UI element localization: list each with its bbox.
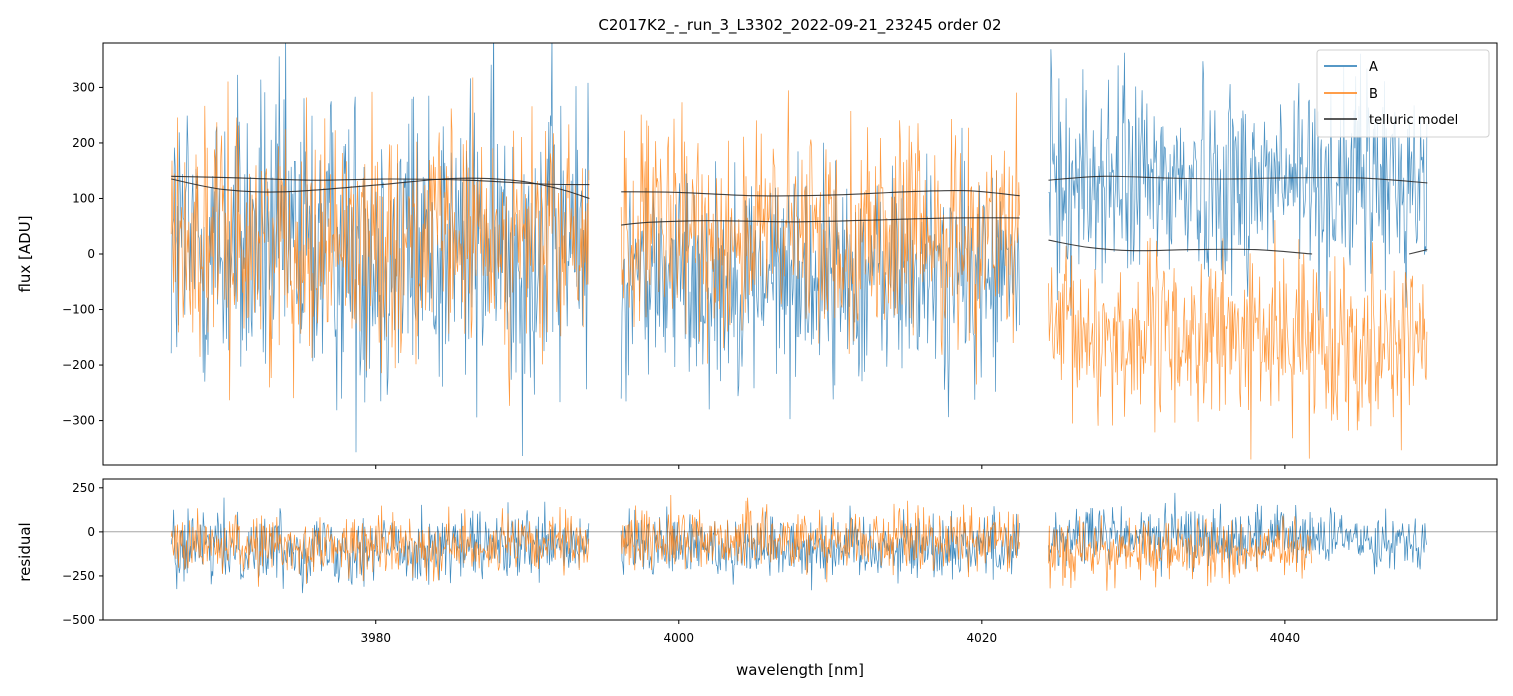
top-ylabel: flux [ADU] — [16, 215, 34, 292]
bottom-ytick-label: 0 — [87, 525, 95, 539]
bottom-xtick-label: 3980 — [360, 631, 391, 645]
bottom-axes-frame — [102, 478, 1498, 621]
telluric-b-segment-1 — [171, 177, 590, 200]
telluric-b-segment-3 — [1048, 239, 1313, 255]
series-a-segment-3 — [1048, 49, 1428, 321]
xlabel: wavelength [nm] — [736, 661, 864, 679]
top-ytick-label: −100 — [62, 303, 95, 317]
bottom-y-axis: −500 −250 0 250 — [62, 481, 103, 627]
top-axes-frame — [102, 42, 1498, 466]
legend: A B telluric model — [1316, 49, 1490, 138]
bottom-panel: −500 −250 0 250 3980 4000 4020 4040 residual w… — [16, 478, 1498, 679]
bottom-ytick-label: −250 — [62, 569, 95, 583]
legend-label-telluric: telluric model — [1369, 113, 1458, 128]
residual-b-segment-3 — [1048, 515, 1313, 591]
bottom-xtick-label: 4040 — [1270, 631, 1301, 645]
series-b-segment-1 — [170, 77, 590, 406]
bottom-xtick-label: 4000 — [664, 631, 695, 645]
bottom-x-axis: 3980 4000 4020 4040 — [360, 620, 1300, 645]
bottom-plot-area — [103, 492, 1497, 594]
legend-box — [1316, 49, 1490, 138]
residual-b-segment-2 — [620, 494, 1020, 583]
top-ytick-label: 300 — [72, 80, 95, 94]
top-plot-area — [170, 43, 1428, 460]
bottom-ytick-label: 250 — [72, 481, 95, 495]
chart-title: C2017K2_-_run_3_L3302_2022-09-21_23245 o… — [598, 16, 1001, 35]
top-ytick-label: 200 — [72, 136, 95, 150]
bottom-ylabel: residual — [16, 522, 34, 581]
telluric-a-segment-3 — [1048, 175, 1428, 184]
top-ytick-label: 0 — [87, 247, 95, 261]
top-ytick-label: −200 — [62, 358, 95, 372]
telluric-a-segment-2 — [621, 189, 1020, 197]
bottom-xtick-label: 4020 — [967, 631, 998, 645]
legend-label-a: A — [1369, 60, 1378, 75]
top-x-ticks — [375, 465, 1286, 469]
residual-b-segment-1 — [170, 505, 590, 587]
top-ytick-label: 100 — [72, 191, 95, 205]
series-a-segment-1 — [170, 43, 590, 457]
series-a-segment-2 — [620, 127, 1020, 420]
top-panel: −300 −200 −100 0 100 200 300 flux [ADU] A B te… — [16, 42, 1498, 469]
telluric-b-segment-2 — [621, 217, 1020, 226]
legend-label-b: B — [1369, 87, 1378, 102]
top-y-axis: −300 −200 −100 0 100 200 300 — [62, 80, 103, 428]
bottom-ytick-label: −500 — [62, 613, 95, 627]
series-b-segment-2 — [620, 90, 1020, 385]
top-ytick-label: −300 — [62, 414, 95, 428]
series-b-segment-3 — [1048, 220, 1428, 460]
residual-a-segment-3 — [1048, 492, 1313, 577]
telluric-a-segment-1 — [171, 175, 590, 186]
telluric-b-segment-3-tail — [1408, 249, 1428, 255]
residual-a-segment-4 — [1311, 507, 1427, 575]
residual-a-segment-2 — [620, 505, 1020, 591]
